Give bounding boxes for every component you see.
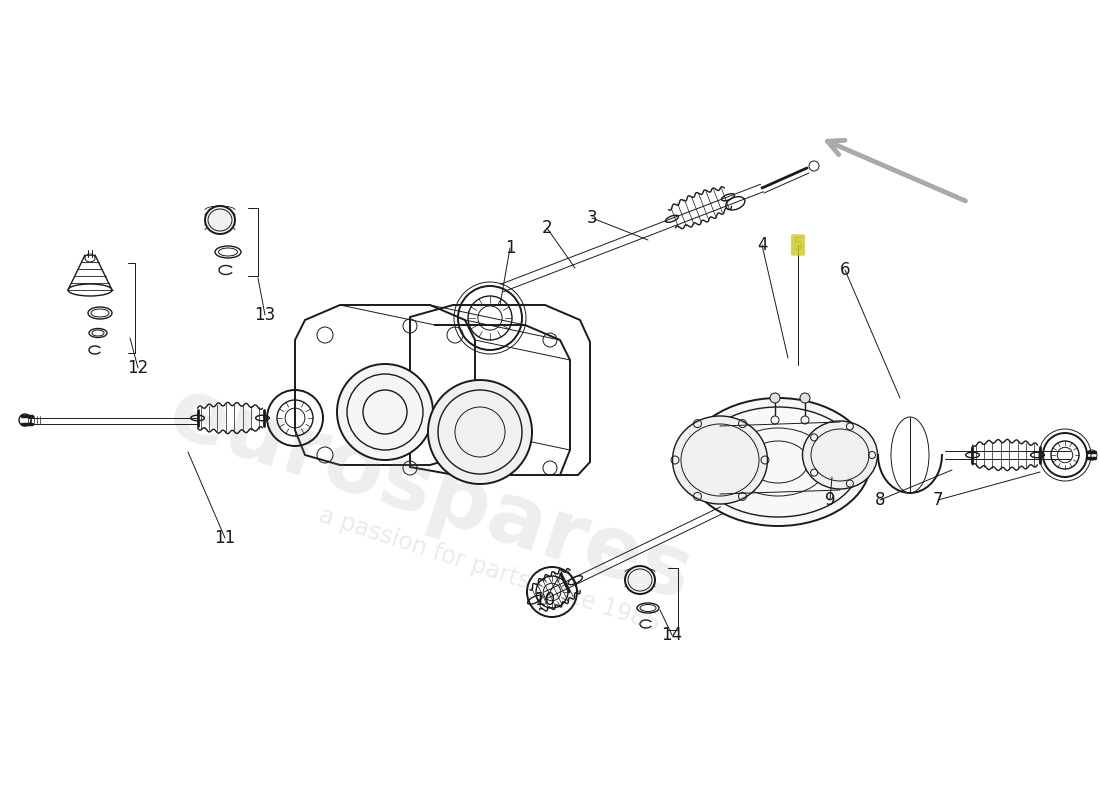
Text: 14: 14 — [661, 626, 683, 644]
Text: 7: 7 — [933, 491, 944, 509]
Text: 3: 3 — [586, 209, 597, 227]
Text: 12: 12 — [128, 359, 148, 377]
Ellipse shape — [625, 566, 654, 594]
Ellipse shape — [672, 416, 768, 504]
Text: 1: 1 — [505, 239, 515, 257]
Text: eurospares: eurospares — [158, 371, 702, 618]
Ellipse shape — [803, 421, 878, 489]
Wedge shape — [748, 418, 832, 460]
Text: 9: 9 — [825, 491, 835, 509]
Text: 5: 5 — [793, 236, 803, 254]
Ellipse shape — [205, 206, 235, 234]
Circle shape — [428, 380, 532, 484]
Text: 4: 4 — [757, 236, 768, 254]
Text: 2: 2 — [541, 219, 552, 237]
Text: 11: 11 — [214, 529, 235, 547]
Ellipse shape — [685, 398, 870, 526]
Circle shape — [770, 393, 780, 403]
Text: 6: 6 — [839, 261, 850, 279]
Polygon shape — [295, 305, 475, 465]
Text: 8: 8 — [874, 491, 886, 509]
Circle shape — [337, 364, 433, 460]
Circle shape — [800, 393, 810, 403]
Text: 13: 13 — [254, 306, 276, 324]
Text: a passion for parts since 1985: a passion for parts since 1985 — [317, 503, 663, 637]
Text: 10: 10 — [535, 591, 556, 609]
